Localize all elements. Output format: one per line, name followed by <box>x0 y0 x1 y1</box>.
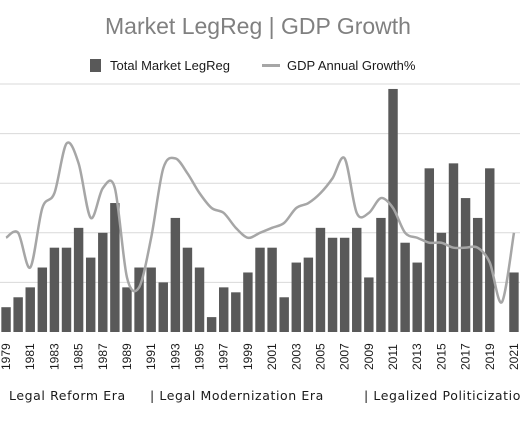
x-axis-ticks: 1979 1981 1983 1985 1987 1989 1991 1993 1995 1997… <box>0 343 520 370</box>
bar-1999 <box>243 272 253 332</box>
x-tick-label: 2009 <box>362 343 376 370</box>
x-tick-label: 2015 <box>434 343 448 370</box>
bar-1981 <box>25 287 35 332</box>
bar-2007 <box>339 237 350 332</box>
bar-1989 <box>122 287 132 332</box>
bar-1984 <box>61 247 72 332</box>
x-tick-label: 2005 <box>313 343 327 370</box>
bar-1980 <box>13 297 23 332</box>
legend-label-bar: Total Market LegReg <box>110 58 230 73</box>
gdp-growth-line <box>5 141 516 304</box>
x-tick-label: 1979 <box>0 343 13 370</box>
bar-series <box>1 88 519 333</box>
bar-1996 <box>206 317 217 332</box>
chart-title: Market LegReg | GDP Growth <box>105 13 411 39</box>
line-series <box>5 141 516 304</box>
bar-2010 <box>376 217 386 332</box>
bar-2019 <box>485 168 495 332</box>
bar-2003 <box>291 262 301 332</box>
bar-2014 <box>424 168 435 332</box>
bar-2017 <box>460 198 471 332</box>
legend-swatch-bar <box>90 59 101 72</box>
x-tick-label: 1993 <box>168 343 182 370</box>
x-tick-label: 1989 <box>120 343 134 370</box>
bar-2000 <box>255 247 265 332</box>
bar-1997 <box>219 287 229 332</box>
bar-1991 <box>146 267 156 332</box>
bar-2009 <box>364 277 374 332</box>
x-tick-label: 2019 <box>483 343 497 370</box>
bar-1986 <box>85 257 96 332</box>
bar-1990 <box>134 267 144 332</box>
x-tick-label: 2021 <box>507 343 520 370</box>
bar-2011 <box>388 88 398 333</box>
bar-1992 <box>158 282 168 332</box>
x-tick-label: 2011 <box>386 344 400 370</box>
x-tick-label: 1999 <box>241 343 255 370</box>
bar-1993 <box>170 217 181 332</box>
x-tick-label: 1985 <box>72 343 86 370</box>
bar-1995 <box>194 267 205 332</box>
bar-1979 <box>1 307 11 332</box>
x-tick-label: 2003 <box>289 343 303 370</box>
x-tick-label: 2017 <box>459 343 473 370</box>
era-annotations: Legal Reform Era | Legal Modernization E… <box>9 388 520 403</box>
bar-1983 <box>49 247 60 332</box>
bar-2002 <box>279 297 289 332</box>
x-tick-label: 1995 <box>193 343 207 370</box>
bar-1985 <box>73 227 84 332</box>
legend: Total Market LegReg GDP Annual Growth% <box>90 58 416 73</box>
bar-1982 <box>37 267 48 332</box>
legend-label-line: GDP Annual Growth% <box>287 58 416 73</box>
x-tick-label: 2007 <box>338 343 352 370</box>
x-tick-label: 2001 <box>265 343 279 370</box>
bar-2001 <box>267 247 277 332</box>
x-tick-label: 1987 <box>96 343 110 370</box>
x-tick-label: 1997 <box>217 343 231 370</box>
bar-2021 <box>509 272 519 332</box>
bar-2012 <box>400 242 410 332</box>
bar-1998 <box>231 292 241 332</box>
x-tick-label: 1983 <box>47 343 61 370</box>
bar-1987 <box>98 232 108 332</box>
x-tick-label: 1981 <box>23 343 37 370</box>
era-label-reform: Legal Reform Era <box>9 388 126 403</box>
bar-2013 <box>412 262 422 332</box>
bar-2018 <box>472 217 483 332</box>
bar-2004 <box>303 257 314 332</box>
bar-2008 <box>352 227 362 332</box>
bar-2005 <box>315 227 326 332</box>
x-tick-label: 2013 <box>410 343 424 370</box>
era-label-politicization: | Legalized Politicization <box>364 388 520 403</box>
x-tick-label: 1991 <box>144 343 158 370</box>
bar-2015 <box>436 232 447 332</box>
era-label-modernization: | Legal Modernization Era <box>150 388 324 403</box>
bar-2006 <box>327 237 338 332</box>
bar-1988 <box>110 203 120 332</box>
bar-1994 <box>182 247 193 332</box>
